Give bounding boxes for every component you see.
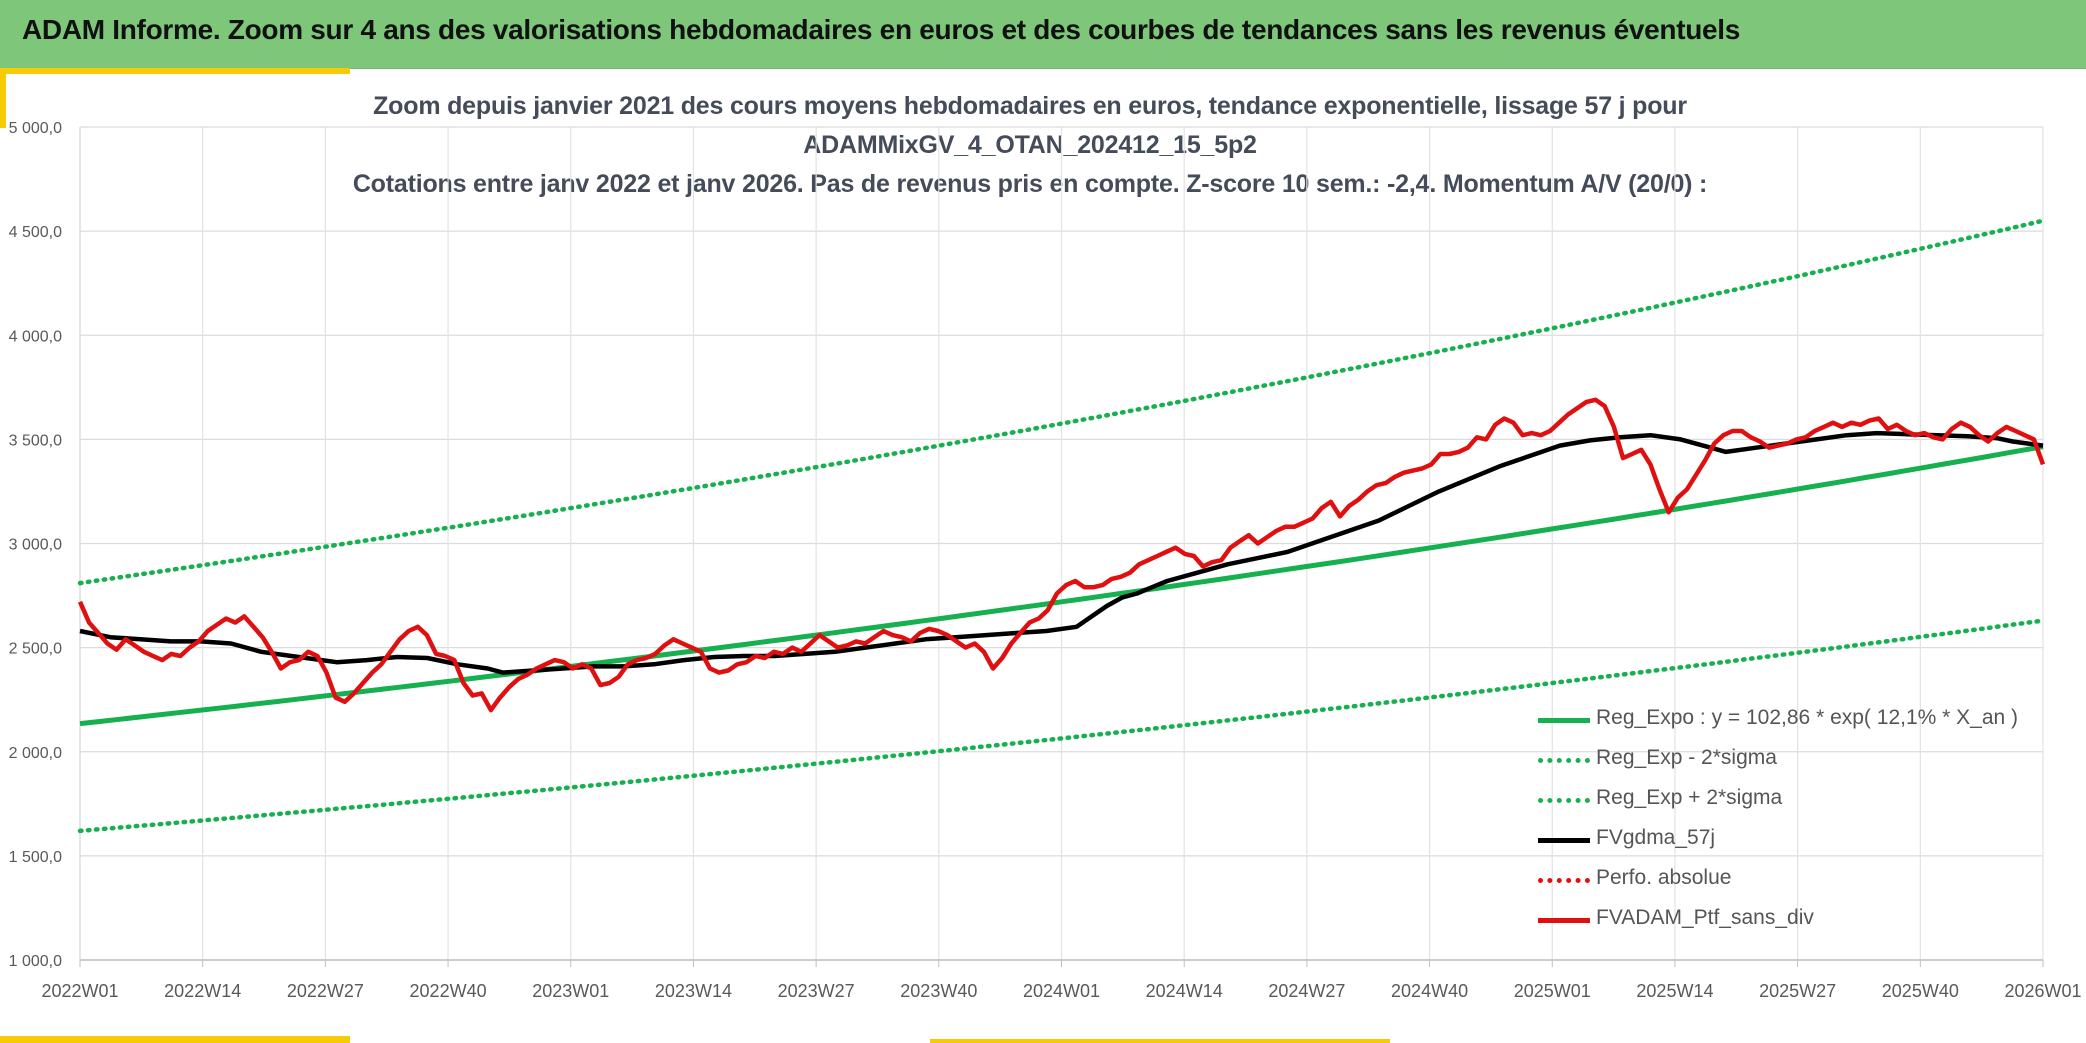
y-tick-label: 3 500,0 [9, 432, 62, 449]
legend-item-reg-exp-minus: Reg_Exp - 2*sigma [1536, 746, 2056, 786]
accent-bar-top [0, 68, 350, 74]
x-tick-label: 2025W40 [1882, 981, 1959, 1001]
x-tick-label: 2024W14 [1146, 981, 1223, 1001]
chart-title-line-3: Cotations entre janv 2022 et janv 2026. … [352, 170, 1708, 198]
y-tick-label: 2 500,0 [9, 641, 62, 658]
x-tick-label: 2023W01 [532, 981, 609, 1001]
legend-swatch-solid-black [1538, 838, 1590, 843]
legend-item-reg-expo: Reg_Expo : y = 102,86 * exp( 12,1% * X_a… [1536, 706, 2056, 746]
x-tick-label: 2024W40 [1391, 981, 1468, 1001]
accent-bar-left [0, 68, 6, 128]
legend-swatch-dotted-green [1538, 758, 1590, 763]
y-tick-label: 2 000,0 [9, 745, 62, 762]
series-line-reg-exp-minus-2sigma [77, 618, 2046, 834]
legend-swatch-solid-green [1538, 718, 1590, 723]
y-tick-label: 5 000,0 [9, 120, 62, 137]
chart-legend: Reg_Expo : y = 102,86 * exp( 12,1% * X_a… [1536, 706, 2056, 946]
x-tick-label: 2025W14 [1636, 981, 1713, 1001]
chart-series [77, 218, 2046, 834]
accent-bar-bottom-mid [930, 1039, 1390, 1043]
series-line-fvgdma-57j [79, 430, 2044, 675]
x-tick-label: 2023W40 [900, 981, 977, 1001]
x-tick-label: 2023W14 [655, 981, 732, 1001]
legend-label: Reg_Exp + 2*sigma [1596, 786, 1783, 809]
legend-swatch-dotted-green [1538, 798, 1590, 803]
legend-label: FVgdma_57j [1596, 826, 1716, 849]
y-tick-label: 4 000,0 [9, 328, 62, 345]
x-tick-label: 2024W01 [1023, 981, 1100, 1001]
x-tick-label: 2024W27 [1268, 981, 1345, 1001]
accent-bar-bottom [0, 1036, 350, 1043]
legend-swatch-solid-red [1538, 918, 1590, 923]
legend-swatch-dotted-red [1538, 878, 1590, 883]
series-line-reg-expo [79, 444, 2044, 727]
legend-label: Perfo. absolue [1596, 866, 1732, 889]
y-tick-label: 4 500,0 [9, 224, 62, 241]
x-tick-label: 2022W40 [410, 981, 487, 1001]
legend-item-reg-exp-plus: Reg_Exp + 2*sigma [1536, 786, 2056, 826]
chart-title-line-2: ADAMMixGV_4_OTAN_202412_15_5p2 [803, 131, 1257, 159]
x-tick-label: 2022W27 [287, 981, 364, 1001]
y-tick-label: 3 000,0 [9, 537, 62, 554]
x-tick-label: 2023W27 [778, 981, 855, 1001]
series-line-fvadam-ptf-sans-div [77, 397, 2046, 713]
page-title: ADAM Informe. Zoom sur 4 ans des valoris… [22, 14, 1741, 45]
legend-item-fvadam: FVADAM_Ptf_sans_div [1536, 906, 2056, 946]
x-tick-label: 2025W27 [1759, 981, 1836, 1001]
series-line-reg-exp-plus-2sigma [77, 218, 2046, 586]
y-tick-label: 1 000,0 [9, 953, 62, 970]
x-tick-label: 2026W01 [2004, 981, 2081, 1001]
legend-item-perfo-absolue: Perfo. absolue [1536, 866, 2056, 906]
header-banner: ADAM Informe. Zoom sur 4 ans des valoris… [0, 0, 2086, 69]
legend-label: FVADAM_Ptf_sans_div [1596, 906, 1814, 929]
legend-label: Reg_Expo : y = 102,86 * exp( 12,1% * X_a… [1596, 706, 2019, 729]
legend-item-fvgdma: FVgdma_57j [1536, 826, 2056, 866]
legend-label: Reg_Exp - 2*sigma [1596, 746, 1777, 769]
x-tick-label: 2022W14 [164, 981, 241, 1001]
x-tick-label: 2025W01 [1514, 981, 1591, 1001]
chart-title-line-1: Zoom depuis janvier 2021 des cours moyen… [373, 92, 1687, 120]
y-tick-label: 1 500,0 [9, 849, 62, 866]
chart-axes: 1 000,0 1 500,0 2 000,0 2 500,0 3 000,0 3 500… [9, 120, 2082, 1001]
x-tick-label: 2022W01 [41, 981, 118, 1001]
